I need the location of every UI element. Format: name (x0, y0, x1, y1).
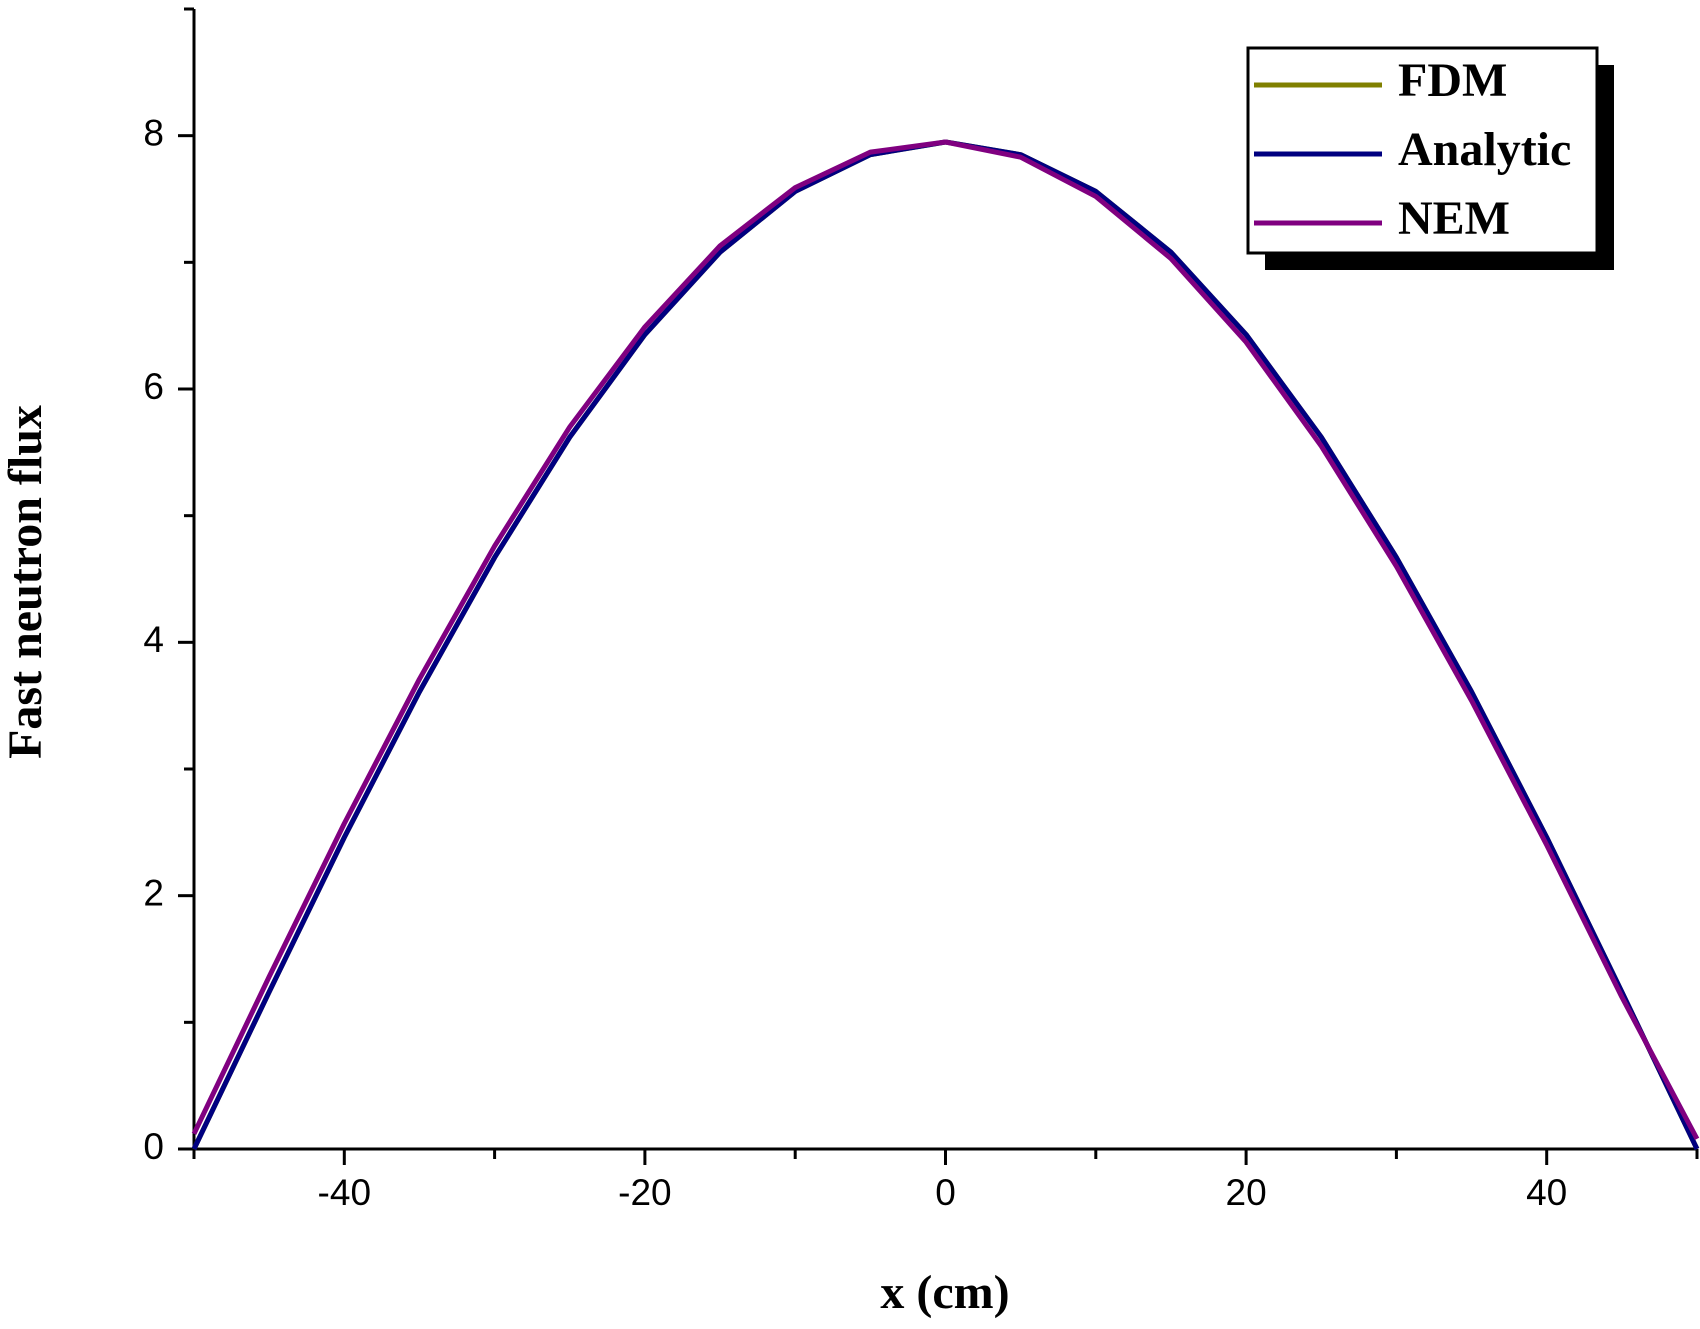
y-tick-label: 8 (143, 112, 164, 153)
x-tick-label: -40 (318, 1172, 371, 1213)
x-tick-label: 40 (1526, 1172, 1567, 1213)
legend-label: Analytic (1398, 123, 1571, 176)
y-axis-label: Fast neutron flux (0, 405, 52, 759)
x-axis-label: x (cm) (880, 1266, 1009, 1319)
legend-box (1246, 46, 1599, 255)
x-tick-label: -20 (618, 1172, 671, 1213)
y-tick-label: 0 (143, 1126, 164, 1167)
y-tick-label: 4 (143, 619, 164, 660)
y-tick-label: 2 (143, 872, 164, 913)
y-tick-label: 6 (143, 366, 164, 407)
x-tick-label: 0 (935, 1172, 956, 1213)
legend-label: NEM (1398, 192, 1510, 245)
x-tick-label: 20 (1226, 1172, 1267, 1213)
legend-label: FDM (1398, 54, 1507, 107)
series-line (191, 139, 1700, 1141)
